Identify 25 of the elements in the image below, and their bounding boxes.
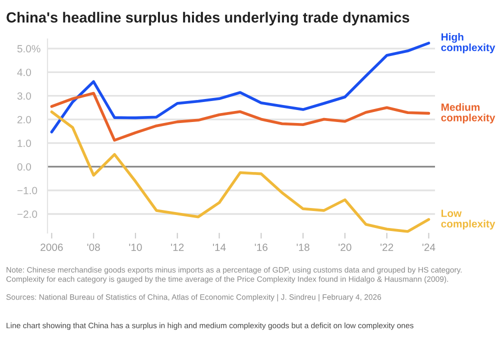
y-tick-label: 2.0 <box>17 116 32 124</box>
chart-title: China's headline surplus hides underlying trade dynamics <box>6 12 410 26</box>
x-tick-label: '14 <box>213 244 226 251</box>
x-tick-label: '12 <box>171 244 184 251</box>
x-tick-label: '18 <box>296 244 310 251</box>
line-series <box>50 110 430 233</box>
y-tick-label: 5.0% <box>17 45 40 52</box>
x-tick-label: 2006 <box>40 244 63 251</box>
line-series <box>50 92 430 142</box>
y-tick-label: −2.0 <box>17 210 38 218</box>
y-tick-label: 3.0 <box>17 92 32 100</box>
y-tick-label: 4.0 <box>17 68 32 76</box>
y-tick-label: 0.0 <box>17 163 32 171</box>
x-tick-label: '20 <box>338 244 352 251</box>
series-label: Medium complexity <box>441 103 496 124</box>
y-tick-label: −1.0 <box>17 186 38 194</box>
x-tick-label: '16 <box>254 244 268 251</box>
x-tick-label: '08 <box>87 244 100 251</box>
y-tick-label: 1.0 <box>18 140 32 147</box>
x-tick-label: '24 <box>422 244 436 251</box>
series-label: Low complexity <box>441 210 496 230</box>
x-tick-label: '10 <box>129 244 142 251</box>
line-series <box>50 42 430 134</box>
series-label: High complexity <box>441 33 496 54</box>
x-tick-label: '22 <box>380 244 394 251</box>
